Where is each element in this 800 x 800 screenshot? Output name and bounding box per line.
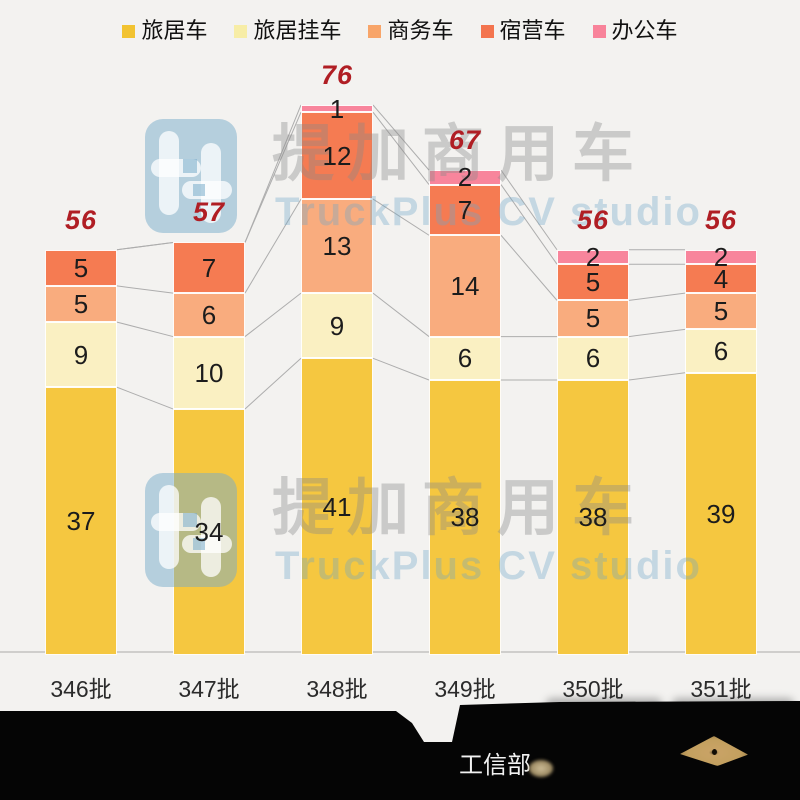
bar-segment-宿营车-347批[interactable] xyxy=(173,242,245,294)
connector-line xyxy=(372,198,430,236)
bar-segment-商务车-347批[interactable] xyxy=(173,293,245,337)
legend-swatch-rv-icon xyxy=(122,24,136,38)
bar-segment-旅居挂车-348批[interactable] xyxy=(301,293,373,359)
connector-line xyxy=(372,357,430,381)
bar-segment-旅居挂车-347批[interactable] xyxy=(173,336,245,409)
bar-segment-办公车-349批[interactable] xyxy=(429,170,501,185)
bar-segment-旅居车-348批[interactable] xyxy=(301,358,373,655)
legend-label-business: 商务车 xyxy=(387,18,454,43)
connector-line xyxy=(628,292,686,301)
bar-segment-办公车-348批[interactable] xyxy=(301,104,373,113)
bar-segment-旅居车-347批[interactable] xyxy=(173,408,245,655)
bar-segment-宿营车-348批[interactable] xyxy=(301,112,373,200)
connector-line xyxy=(244,198,302,294)
connector-line xyxy=(628,328,686,338)
ministry-label: 工信部 xyxy=(459,752,531,779)
bar-segment-旅居挂车-351批[interactable] xyxy=(685,329,757,373)
bar-segment-办公车-351批[interactable] xyxy=(685,249,757,265)
bar-segment-商务车-350批[interactable] xyxy=(557,300,629,337)
connector-line xyxy=(116,285,174,294)
bar-segment-旅居车-349批[interactable] xyxy=(429,379,501,655)
bar-segment-旅居挂车-350批[interactable] xyxy=(557,336,629,380)
legend-swatch-camping-icon xyxy=(480,24,494,38)
legend-item-office[interactable]: 办公车 xyxy=(592,18,678,43)
gold-diamond-center-dot xyxy=(712,749,717,755)
legend-label-office: 办公车 xyxy=(611,18,678,43)
connector-line xyxy=(116,321,174,338)
bar-segment-商务车-351批[interactable] xyxy=(685,293,757,330)
connector-line xyxy=(372,292,430,337)
legend-item-camping[interactable]: 宿营车 xyxy=(480,18,566,43)
bar-segment-商务车-348批[interactable] xyxy=(301,199,373,294)
bar-segment-宿营车-351批[interactable] xyxy=(685,264,757,294)
bar-segment-宿营车-346批[interactable] xyxy=(45,249,117,286)
legend-label-rv: 旅居车 xyxy=(141,18,208,43)
legend-item-rv-trailer[interactable]: 旅居挂车 xyxy=(234,20,341,42)
legend-label-camping: 宿营车 xyxy=(499,18,566,43)
legend-swatch-business-icon xyxy=(368,24,382,38)
connector-line xyxy=(500,234,558,301)
bar-segment-旅居车-350批[interactable] xyxy=(557,379,629,655)
legend-item-rv[interactable]: 旅居车 xyxy=(122,20,207,42)
bar-segment-商务车-349批[interactable] xyxy=(429,235,501,337)
bar-segment-旅居车-346批[interactable] xyxy=(45,387,117,655)
bar-segment-办公车-350批[interactable] xyxy=(557,249,629,265)
bottom-photo-band: 工信部 xyxy=(0,701,800,800)
legend-label-rv-trailer: 旅居挂车 xyxy=(253,18,342,43)
bar-segment-宿营车-349批[interactable] xyxy=(429,184,501,236)
connector-line xyxy=(116,241,174,251)
x-axis-line xyxy=(0,651,800,653)
small-light-blob xyxy=(529,760,553,777)
legend-item-business[interactable]: 商务车 xyxy=(368,18,454,43)
connector-line xyxy=(500,169,558,251)
bar-segment-商务车-346批[interactable] xyxy=(45,285,117,323)
connector-line xyxy=(500,184,558,265)
bar-segment-旅居挂车-346批[interactable] xyxy=(45,322,117,388)
bar-segment-宿营车-350批[interactable] xyxy=(557,264,629,301)
connector-line xyxy=(372,111,430,185)
legend-swatch-office-icon xyxy=(592,24,606,38)
connector-line xyxy=(628,372,686,381)
connector-line xyxy=(244,292,302,337)
connector-line xyxy=(372,104,430,171)
connector-line xyxy=(244,357,302,410)
bar-segment-旅居挂车-349批[interactable] xyxy=(429,336,501,380)
legend-swatch-rv-trailer-icon xyxy=(234,24,248,38)
chart-legend: 旅居车 旅居挂车 商务车 宿营车 办公车 xyxy=(0,17,800,45)
bar-segment-旅居车-351批[interactable] xyxy=(685,372,757,655)
connector-line xyxy=(244,104,302,243)
connector-line xyxy=(116,386,174,410)
